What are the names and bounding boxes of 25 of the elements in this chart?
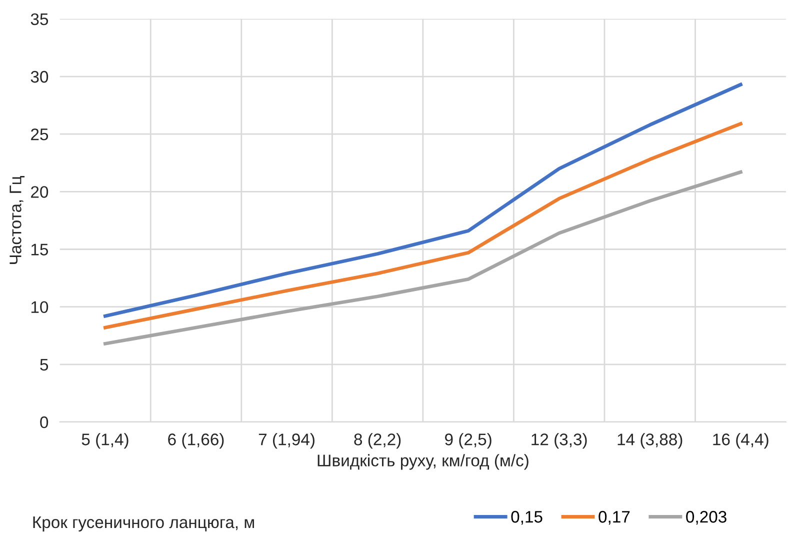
legend-label: 0,15	[511, 510, 542, 525]
x-tick-label: 5 (1,4)	[82, 433, 128, 449]
y-tick-label: 5	[40, 358, 48, 371]
x-axis-title: Швидкість руху, км/год (м/с)	[318, 454, 528, 470]
x-tick-label: 16 (4,4)	[713, 433, 768, 449]
line-series	[104, 122, 742, 330]
y-tick-label: 30	[30, 70, 48, 83]
x-tick-label: 9 (2,5)	[445, 433, 492, 449]
y-tick-label: 20	[31, 186, 48, 198]
legend-title: Крок гусеничного ланцюга, м	[33, 516, 254, 532]
x-tick-label: 12 (3,3)	[532, 433, 587, 449]
y-tick-label: 25	[31, 128, 48, 140]
line-series	[104, 82, 742, 318]
y-tick-label: 10	[31, 301, 48, 314]
y-tick-label: 15	[31, 244, 48, 256]
legend-label: 0,203	[686, 510, 726, 525]
x-tick-label: 7 (1,94)	[258, 433, 314, 449]
y-tick-label: 35	[30, 13, 48, 26]
x-tick-label: 14 (3,88)	[618, 433, 682, 449]
x-tick-label: 8 (2,2)	[354, 433, 401, 449]
x-tick-label: 6 (1,66)	[168, 433, 224, 449]
line-series	[104, 170, 742, 346]
legend-label: 0,17	[598, 510, 630, 525]
y-tick-label: 0	[40, 416, 48, 428]
y-axis-title: Частота, Гц	[10, 176, 25, 264]
